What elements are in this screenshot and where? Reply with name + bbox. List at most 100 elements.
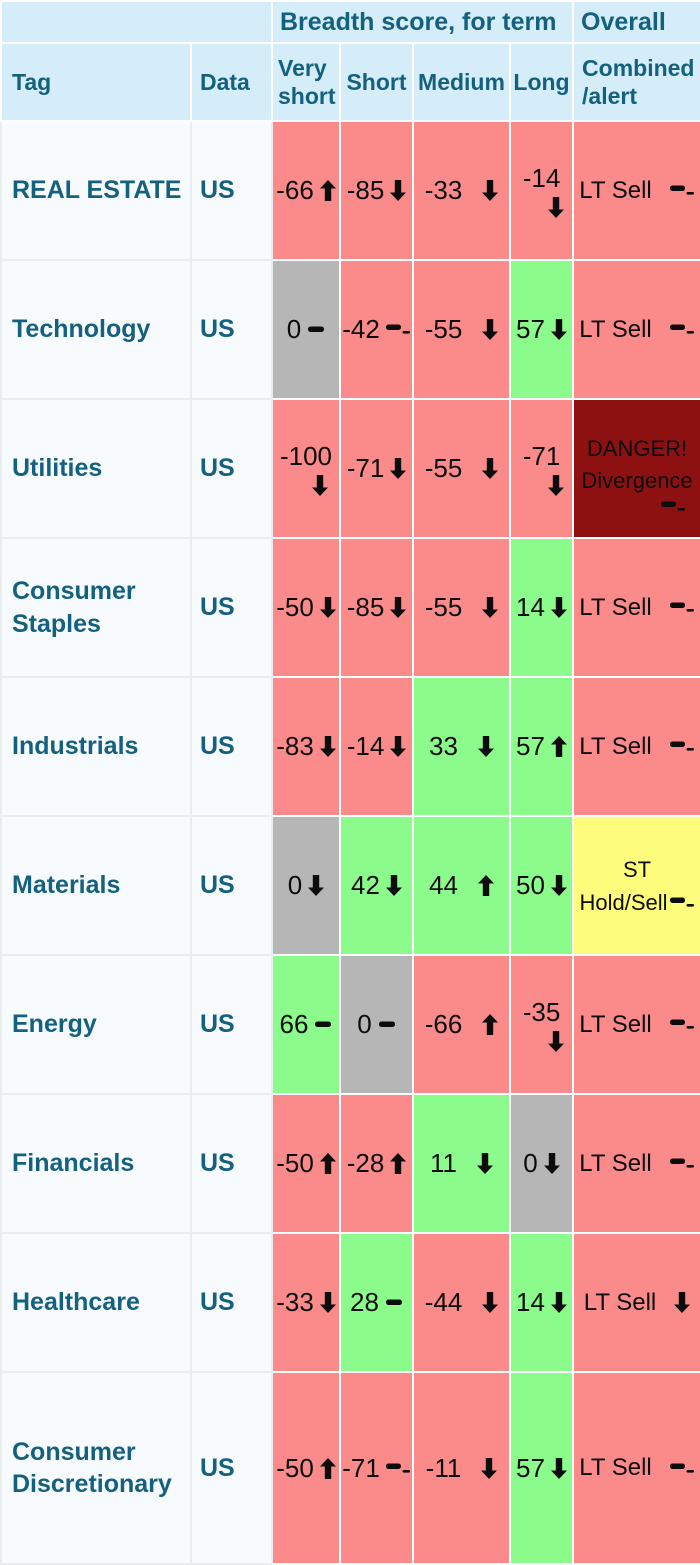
alert-text: Hold/Sell (579, 889, 668, 915)
table-row: Energy US 66 0 -66 -35 LT Sell (0, 954, 700, 1095)
data-cell: US (190, 815, 273, 956)
score-cell: 28 (339, 1232, 414, 1373)
arrow-down-icon (390, 597, 407, 618)
arrow-up-icon (319, 180, 336, 201)
tag-cell: Technology (0, 259, 192, 400)
alert-text: Divergence (581, 468, 693, 493)
score-value: 0 (286, 314, 302, 344)
alert-text: LT Sell (579, 315, 652, 343)
score-value: -44 (424, 1287, 463, 1317)
table-body: REAL ESTATE US -66 -85 -33 -14 LT Sell Technolo… (0, 120, 700, 1565)
dash-minus-icon (669, 1019, 695, 1030)
score-cell: 11 (412, 1093, 511, 1234)
score-cell: -66 (412, 954, 511, 1095)
alert-text: ST (622, 856, 652, 882)
group-header-overall: Overall (572, 0, 700, 44)
column-header-medium: Medium (412, 42, 511, 122)
data-cell: US (190, 1093, 273, 1234)
tag-cell: Consumer Staples (0, 537, 192, 678)
group-header-breadth: Breadth score, for term (270, 0, 575, 44)
alert-text: LT Sell (579, 1454, 652, 1481)
tag-cell: Industrials (0, 676, 192, 817)
score-cell: 57 (508, 676, 575, 817)
overall-alert-cell: ST Hold/Sell (572, 815, 700, 956)
data-cell: US (190, 1232, 273, 1373)
score-value: 66 (279, 1009, 309, 1039)
group-header-row: Breadth score, for term Overall (0, 0, 700, 44)
table-header: Breadth score, for term Overall Tag Data… (0, 0, 700, 122)
score-value: -55 (424, 314, 463, 344)
column-header-data: Data (190, 42, 273, 122)
score-value: -83 (276, 731, 314, 761)
arrow-down-icon (482, 1292, 499, 1313)
score-value: -14 (346, 731, 385, 761)
column-header-tag: Tag (0, 42, 192, 122)
data-cell: US (190, 1371, 273, 1565)
data-cell: US (190, 537, 273, 678)
score-value: 44 (429, 870, 458, 900)
arrow-down-icon (547, 475, 564, 496)
tag-cell: Materials (0, 815, 192, 956)
overall-alert-cell: LT Sell (572, 676, 700, 817)
arrow-down-icon (482, 319, 499, 340)
column-header-combined-alert: Combined /alert (572, 42, 700, 122)
score-cell: -35 (508, 954, 575, 1095)
overall-alert-cell: LT Sell (572, 120, 700, 261)
score-cell: -85 (339, 537, 414, 678)
overall-alert-cell: DANGER! Divergence (572, 398, 700, 539)
arrow-down-icon (550, 875, 567, 896)
score-value: -42 (342, 314, 380, 344)
score-value: 11 (430, 1148, 457, 1178)
overall-alert-cell: LT Sell (572, 259, 700, 400)
score-value: -14 (522, 163, 561, 193)
arrow-up-icon (319, 1153, 336, 1174)
score-cell: -55 (412, 537, 511, 678)
dash-minus-icon (385, 324, 411, 335)
score-cell: -14 (508, 120, 575, 261)
arrow-down-icon (312, 475, 328, 496)
score-value: 57 (516, 314, 545, 344)
data-cell: US (190, 120, 273, 261)
alert-text: LT Sell (579, 176, 652, 204)
table-row: Materials US 0 42 44 50 ST Hold/Sell (0, 815, 700, 956)
arrow-down-icon (547, 197, 564, 218)
score-value: -33 (276, 1287, 314, 1317)
arrow-down-icon (385, 875, 402, 896)
tag-cell: Energy (0, 954, 192, 1095)
score-cell: -50 (271, 1093, 341, 1234)
alert-text: LT Sell (579, 593, 652, 621)
score-value: -71 (522, 441, 561, 471)
alert-text: LT Sell (579, 1010, 652, 1038)
score-cell: -83 (271, 676, 341, 817)
table-row: Financials US -50 -28 11 0 LT Sell (0, 1093, 700, 1234)
score-value: -55 (424, 453, 463, 483)
alert-text: LT Sell (579, 732, 652, 760)
dash-minus-icon (669, 741, 695, 752)
score-cell: 14 (508, 1232, 575, 1373)
alert-text: LT Sell (583, 1288, 657, 1316)
data-cell: US (190, 398, 273, 539)
dash-minus-icon (669, 1158, 695, 1169)
data-cell: US (190, 676, 273, 817)
score-value: 14 (516, 1287, 545, 1317)
arrow-up-icon (550, 736, 567, 757)
data-cell: US (190, 259, 273, 400)
score-cell: -44 (412, 1232, 511, 1373)
arrow-down-icon (550, 1292, 567, 1313)
score-value: -50 (276, 1148, 314, 1178)
score-cell: 0 (271, 259, 341, 400)
dash-minus-icon (669, 185, 695, 196)
table-row: REAL ESTATE US -66 -85 -33 -14 LT Sell (0, 120, 700, 261)
score-cell: 57 (508, 1371, 575, 1565)
score-cell: 0 (271, 815, 341, 956)
overall-alert-cell: LT Sell (572, 1093, 700, 1234)
arrow-up-icon (482, 1014, 499, 1035)
score-cell: 33 (412, 676, 511, 817)
arrow-down-icon (482, 597, 499, 618)
score-cell: -71 (339, 1371, 414, 1565)
table-row: Technology US 0 -42 -55 57 LT Sell (0, 259, 700, 400)
score-cell: -42 (339, 259, 414, 400)
score-value: -71 (342, 1452, 380, 1483)
score-cell: -14 (339, 676, 414, 817)
